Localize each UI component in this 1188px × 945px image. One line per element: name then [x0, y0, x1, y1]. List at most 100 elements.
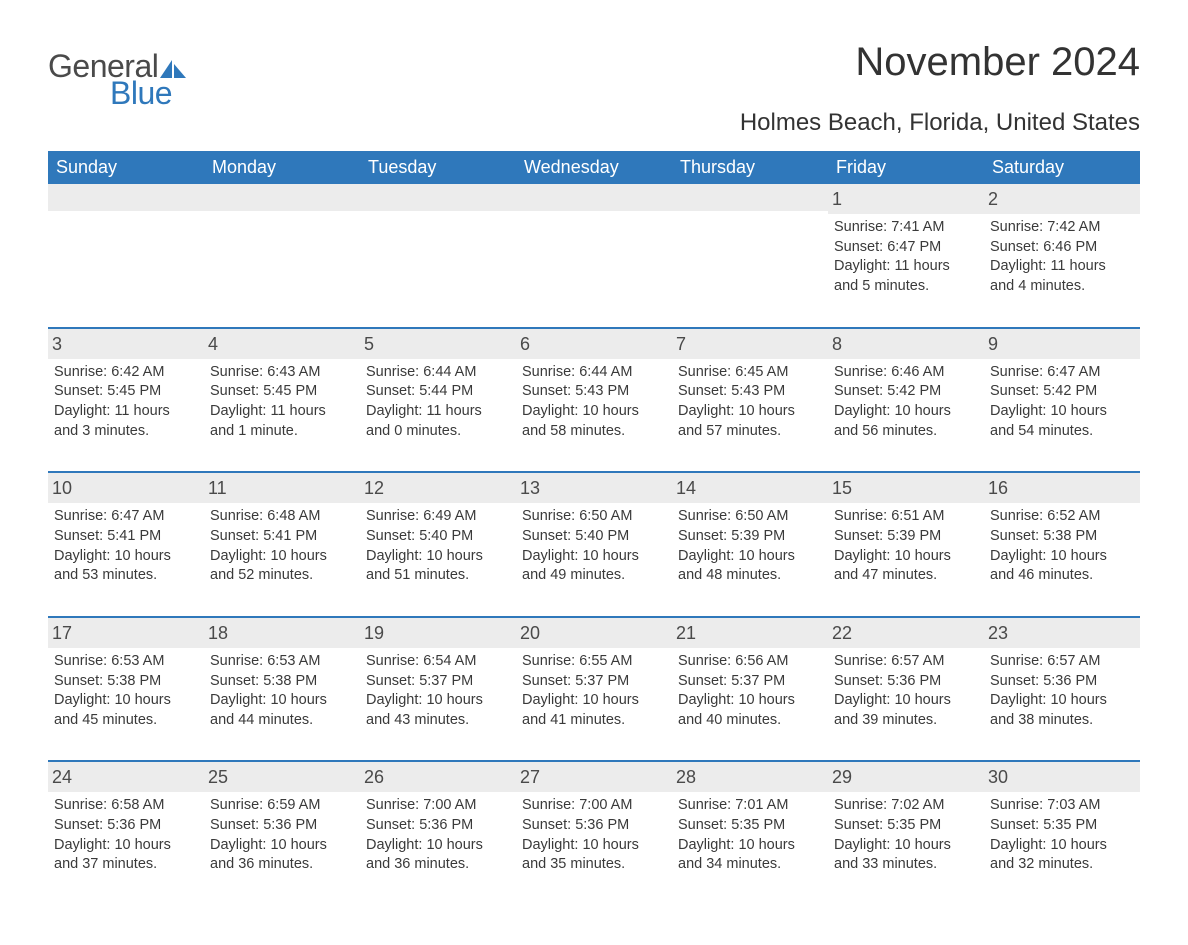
dow-header: Tuesday: [360, 151, 516, 184]
daylight-text: Daylight: 10 hours and 37 minutes.: [54, 836, 198, 875]
daylight-text: Daylight: 10 hours and 38 minutes.: [990, 691, 1134, 730]
calendar-day-cell: 29Sunrise: 7:02 AMSunset: 5:35 PMDayligh…: [828, 761, 984, 905]
daylight-text: Daylight: 10 hours and 36 minutes.: [366, 836, 510, 875]
day-number: 5: [360, 329, 516, 359]
day-info: Sunrise: 6:47 AMSunset: 5:42 PMDaylight:…: [990, 363, 1134, 441]
day-info: Sunrise: 6:59 AMSunset: 5:36 PMDaylight:…: [210, 796, 354, 874]
daylight-text: Daylight: 10 hours and 32 minutes.: [990, 836, 1134, 875]
calendar-day-cell: 10Sunrise: 6:47 AMSunset: 5:41 PMDayligh…: [48, 472, 204, 617]
sunset-text: Sunset: 5:36 PM: [366, 816, 510, 836]
sunset-text: Sunset: 5:39 PM: [834, 527, 978, 547]
sunrise-text: Sunrise: 7:02 AM: [834, 796, 978, 816]
day-number: 2: [984, 184, 1140, 214]
sunset-text: Sunset: 5:43 PM: [522, 382, 666, 402]
day-info: Sunrise: 6:46 AMSunset: 5:42 PMDaylight:…: [834, 363, 978, 441]
calendar-day-cell: 20Sunrise: 6:55 AMSunset: 5:37 PMDayligh…: [516, 617, 672, 762]
logo-text-blue: Blue: [110, 75, 172, 112]
calendar-day-cell: 30Sunrise: 7:03 AMSunset: 5:35 PMDayligh…: [984, 761, 1140, 905]
sunrise-text: Sunrise: 6:53 AM: [54, 652, 198, 672]
dow-header: Saturday: [984, 151, 1140, 184]
calendar-day-cell: [516, 184, 672, 328]
daylight-text: Daylight: 10 hours and 48 minutes.: [678, 547, 822, 586]
sunset-text: Sunset: 5:35 PM: [990, 816, 1134, 836]
calendar-day-cell: 26Sunrise: 7:00 AMSunset: 5:36 PMDayligh…: [360, 761, 516, 905]
day-number: 15: [828, 473, 984, 503]
sunset-text: Sunset: 6:47 PM: [834, 238, 978, 258]
sunrise-text: Sunrise: 6:42 AM: [54, 363, 198, 383]
sunrise-text: Sunrise: 7:42 AM: [990, 218, 1134, 238]
sunset-text: Sunset: 5:42 PM: [990, 382, 1134, 402]
day-info: Sunrise: 6:58 AMSunset: 5:36 PMDaylight:…: [54, 796, 198, 874]
calendar-day-cell: [48, 184, 204, 328]
dow-header: Friday: [828, 151, 984, 184]
day-number: 25: [204, 762, 360, 792]
day-info: Sunrise: 6:50 AMSunset: 5:40 PMDaylight:…: [522, 507, 666, 585]
day-info: Sunrise: 6:50 AMSunset: 5:39 PMDaylight:…: [678, 507, 822, 585]
calendar-table: Sunday Monday Tuesday Wednesday Thursday…: [48, 151, 1140, 905]
sunrise-text: Sunrise: 6:45 AM: [678, 363, 822, 383]
day-number: 19: [360, 618, 516, 648]
day-number: 6: [516, 329, 672, 359]
day-info: Sunrise: 7:42 AMSunset: 6:46 PMDaylight:…: [990, 218, 1134, 296]
day-number: 23: [984, 618, 1140, 648]
day-number: 11: [204, 473, 360, 503]
day-info: Sunrise: 6:51 AMSunset: 5:39 PMDaylight:…: [834, 507, 978, 585]
daylight-text: Daylight: 10 hours and 56 minutes.: [834, 402, 978, 441]
sunset-text: Sunset: 5:38 PM: [210, 672, 354, 692]
daylight-text: Daylight: 10 hours and 52 minutes.: [210, 547, 354, 586]
calendar-day-cell: 28Sunrise: 7:01 AMSunset: 5:35 PMDayligh…: [672, 761, 828, 905]
calendar-week-row: 1Sunrise: 7:41 AMSunset: 6:47 PMDaylight…: [48, 184, 1140, 328]
sunset-text: Sunset: 5:41 PM: [210, 527, 354, 547]
daylight-text: Daylight: 10 hours and 33 minutes.: [834, 836, 978, 875]
daylight-text: Daylight: 10 hours and 57 minutes.: [678, 402, 822, 441]
day-number: 10: [48, 473, 204, 503]
dow-header: Wednesday: [516, 151, 672, 184]
sunrise-text: Sunrise: 6:47 AM: [54, 507, 198, 527]
calendar-day-cell: 2 Sunrise: 7:42 AMSunset: 6:46 PMDaylight…: [984, 184, 1140, 328]
sunrise-text: Sunrise: 6:46 AM: [834, 363, 978, 383]
daylight-text: Daylight: 10 hours and 47 minutes.: [834, 547, 978, 586]
daylight-text: Daylight: 10 hours and 54 minutes.: [990, 402, 1134, 441]
calendar-day-cell: 5Sunrise: 6:44 AMSunset: 5:44 PMDaylight…: [360, 328, 516, 473]
day-number: 16: [984, 473, 1140, 503]
calendar-day-cell: 8 Sunrise: 6:46 AMSunset: 5:42 PMDaylight…: [828, 328, 984, 473]
day-number: [672, 184, 828, 211]
calendar-day-cell: [672, 184, 828, 328]
day-number: 8: [828, 329, 984, 359]
daylight-text: Daylight: 11 hours and 4 minutes.: [990, 257, 1134, 296]
sunset-text: Sunset: 5:40 PM: [366, 527, 510, 547]
day-number: [204, 184, 360, 211]
logo: General Blue: [48, 48, 186, 112]
sunset-text: Sunset: 5:36 PM: [522, 816, 666, 836]
daylight-text: Daylight: 10 hours and 43 minutes.: [366, 691, 510, 730]
day-info: Sunrise: 7:01 AMSunset: 5:35 PMDaylight:…: [678, 796, 822, 874]
day-info: Sunrise: 6:45 AMSunset: 5:43 PMDaylight:…: [678, 363, 822, 441]
day-info: Sunrise: 7:00 AMSunset: 5:36 PMDaylight:…: [522, 796, 666, 874]
sunrise-text: Sunrise: 6:57 AM: [834, 652, 978, 672]
calendar-day-cell: [204, 184, 360, 328]
daylight-text: Daylight: 10 hours and 39 minutes.: [834, 691, 978, 730]
sunrise-text: Sunrise: 6:56 AM: [678, 652, 822, 672]
calendar-day-cell: 14Sunrise: 6:50 AMSunset: 5:39 PMDayligh…: [672, 472, 828, 617]
day-number: 24: [48, 762, 204, 792]
sunset-text: Sunset: 5:45 PM: [54, 382, 198, 402]
daylight-text: Daylight: 10 hours and 41 minutes.: [522, 691, 666, 730]
daylight-text: Daylight: 11 hours and 3 minutes.: [54, 402, 198, 441]
calendar-day-cell: 19Sunrise: 6:54 AMSunset: 5:37 PMDayligh…: [360, 617, 516, 762]
header: General Blue November 2024 Holmes Beach,…: [48, 40, 1140, 145]
sunrise-text: Sunrise: 6:50 AM: [522, 507, 666, 527]
sunset-text: Sunset: 5:37 PM: [366, 672, 510, 692]
sunset-text: Sunset: 5:44 PM: [366, 382, 510, 402]
sunset-text: Sunset: 5:37 PM: [678, 672, 822, 692]
calendar-day-cell: 21Sunrise: 6:56 AMSunset: 5:37 PMDayligh…: [672, 617, 828, 762]
day-info: Sunrise: 6:57 AMSunset: 5:36 PMDaylight:…: [990, 652, 1134, 730]
calendar-day-cell: 7Sunrise: 6:45 AMSunset: 5:43 PMDaylight…: [672, 328, 828, 473]
day-number: 3: [48, 329, 204, 359]
calendar-day-cell: 3 Sunrise: 6:42 AMSunset: 5:45 PMDaylight…: [48, 328, 204, 473]
calendar-day-cell: 9Sunrise: 6:47 AMSunset: 5:42 PMDaylight…: [984, 328, 1140, 473]
daylight-text: Daylight: 10 hours and 51 minutes.: [366, 547, 510, 586]
sunset-text: Sunset: 5:35 PM: [834, 816, 978, 836]
day-number: 17: [48, 618, 204, 648]
sunset-text: Sunset: 6:46 PM: [990, 238, 1134, 258]
sunset-text: Sunset: 5:36 PM: [990, 672, 1134, 692]
